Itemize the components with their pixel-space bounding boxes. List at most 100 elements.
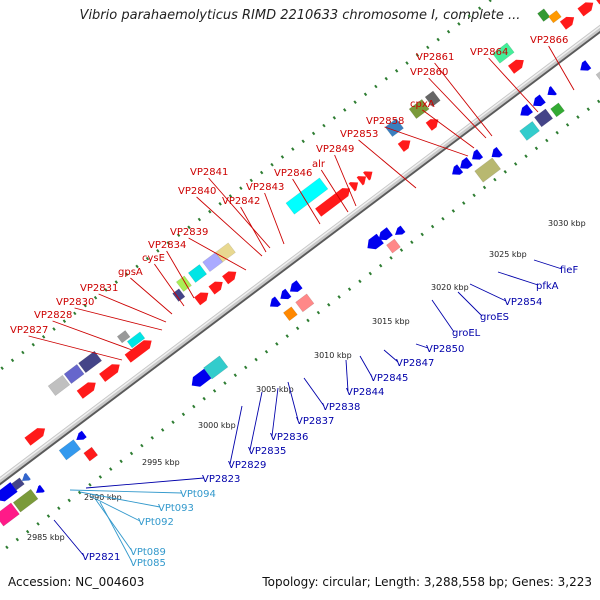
tick-mark	[446, 29, 451, 34]
tick-mark	[171, 420, 175, 424]
trna-leader-0	[69, 489, 183, 494]
tick-mark	[555, 130, 559, 135]
tick-mark	[124, 272, 129, 277]
forward-leader-6	[166, 250, 195, 299]
reverse-label-11: groEL	[452, 328, 481, 339]
reverse-block-8	[83, 446, 99, 462]
tick-mark	[384, 76, 388, 81]
tick-mark	[187, 225, 191, 230]
tick-mark	[52, 327, 56, 331]
kbp-label-0: 2985 kbp	[27, 533, 65, 542]
reverse-leader-4	[271, 387, 279, 437]
tick-mark	[93, 295, 98, 300]
backbone-highlight	[0, 25, 600, 480]
forward-label-20: VP2864	[470, 47, 508, 58]
reverse-label-4: VP2836	[270, 432, 308, 443]
tick-mark	[140, 443, 144, 448]
reverse-gene-24	[491, 147, 503, 158]
tick-mark	[462, 201, 466, 205]
forward-block-14	[215, 242, 236, 263]
forward-leader-1	[52, 320, 133, 351]
tick-mark	[218, 202, 222, 206]
tick-mark	[374, 84, 378, 89]
reverse-block-1	[11, 477, 25, 491]
reverse-gene-11	[269, 296, 281, 307]
forward-label-9: VP2842	[222, 196, 260, 207]
tick-mark	[88, 482, 92, 487]
forward-gene-15	[194, 292, 209, 306]
reverse-gene-2	[21, 472, 31, 481]
tick-mark	[332, 115, 337, 120]
trna-label-0: VPt094	[180, 489, 216, 500]
reverse-label-1: VP2823	[202, 474, 240, 485]
forward-label-19: VP2861	[416, 52, 454, 63]
kbp-label-8: 3025 kbp	[489, 250, 527, 259]
forward-label-0: VP2827	[10, 325, 48, 336]
tick-mark	[41, 335, 46, 339]
trna-label-2: VPt092	[138, 517, 174, 528]
tick-mark	[347, 287, 352, 291]
tick-mark	[586, 107, 591, 112]
tick-mark	[208, 209, 212, 214]
forward-block-9	[126, 331, 146, 349]
forward-label-3: VP2831	[80, 283, 118, 294]
reverse-gene-19	[395, 225, 406, 235]
tick-mark	[316, 310, 321, 315]
tick-mark	[104, 288, 108, 292]
tick-mark	[114, 280, 119, 284]
reverse-gene-31	[580, 60, 592, 71]
reverse-gene-5	[35, 484, 45, 493]
accession-text: Accession: NC_004603	[8, 575, 145, 589]
tick-mark	[156, 248, 160, 253]
tick-mark	[343, 108, 347, 112]
trna-label-3: VPt089	[130, 547, 166, 558]
tick-mark	[301, 139, 305, 144]
reverse-block-32	[595, 68, 600, 83]
tick-mark	[166, 241, 170, 245]
tick-mark	[477, 6, 482, 11]
tick-mark	[254, 357, 258, 362]
tick-mark	[73, 311, 77, 316]
tick-mark	[545, 138, 549, 143]
forward-block-12	[187, 264, 208, 283]
forward-label-10: VP2841	[190, 167, 228, 178]
reverse-leader-5	[287, 381, 299, 421]
forward-block-25	[408, 99, 430, 119]
kbp-label-9: 3030 kbp	[548, 219, 586, 228]
tick-mark	[197, 217, 202, 222]
tick-mark	[46, 514, 51, 518]
tick-mark	[160, 428, 165, 432]
tick-mark	[295, 326, 300, 331]
forward-leader-10	[208, 177, 271, 249]
forward-label-1: VP2828	[34, 310, 72, 321]
forward-leader-2	[74, 307, 163, 331]
trna-label-4: VPt085	[130, 558, 166, 569]
forward-label-12: VP2846	[274, 168, 312, 179]
tick-mark	[482, 185, 487, 190]
tick-mark	[0, 366, 4, 370]
forward-block-3	[63, 364, 85, 384]
upper-tick-rail	[0, 0, 492, 370]
reverse-leader-14	[497, 271, 539, 286]
forward-leader-19	[434, 62, 493, 137]
reverse-gene-12	[280, 288, 292, 300]
forward-leader-8	[196, 196, 263, 257]
forward-block-8	[116, 330, 131, 344]
tick-mark	[430, 224, 435, 229]
tick-mark	[524, 154, 528, 158]
reverse-leader-13	[469, 283, 507, 302]
forward-gene-32	[559, 16, 575, 30]
forward-label-4: gpsA	[118, 267, 143, 278]
forward-label-6: VP2834	[148, 240, 186, 251]
forward-label-17: cpxA	[410, 99, 435, 110]
reverse-label-10: VP2850	[426, 344, 464, 355]
forward-leader-5	[154, 263, 185, 307]
tick-mark	[353, 100, 357, 104]
reverse-leader-3	[249, 391, 263, 451]
tick-mark	[228, 194, 233, 198]
map-title: Vibrio parahaemolyticus RIMD 2210633 chr…	[79, 8, 521, 23]
forward-label-18: VP2860	[410, 67, 448, 78]
forward-gene-1	[24, 428, 46, 446]
forward-leader-16	[384, 126, 469, 157]
